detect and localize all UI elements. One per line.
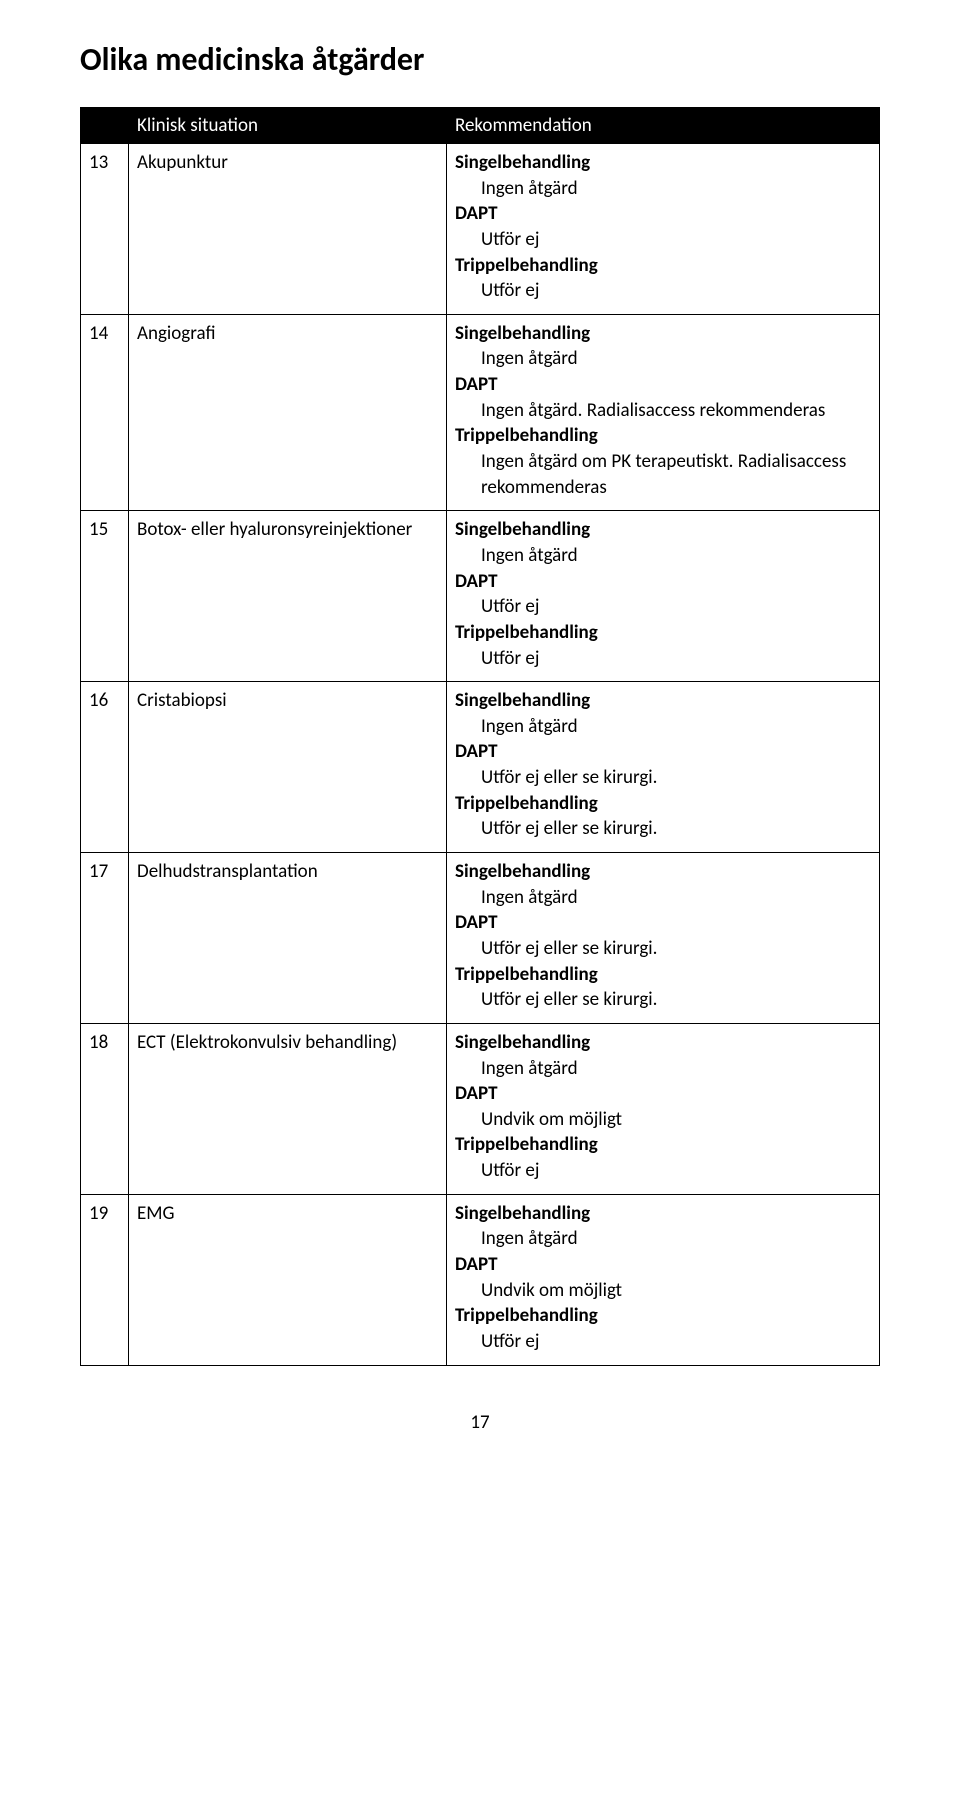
rec-label-single: Singelbehandling bbox=[455, 1030, 871, 1056]
row-situation: ECT (Elektrokonvulsiv behandling) bbox=[129, 1023, 447, 1194]
rec-label-single: Singelbehandling bbox=[455, 150, 871, 176]
rec-value-dapt: Utför ej bbox=[455, 227, 871, 253]
rec-label-triple: Trippelbehandling bbox=[455, 253, 871, 279]
row-situation: Delhudstransplantation bbox=[129, 853, 447, 1024]
row-situation: Cristabiopsi bbox=[129, 682, 447, 853]
rec-label-triple: Trippelbehandling bbox=[455, 620, 871, 646]
col-header-recommendation: Rekommendation bbox=[447, 108, 880, 144]
row-number: 15 bbox=[81, 511, 129, 682]
page-title: Olika medicinska åtgärder bbox=[80, 40, 880, 79]
rec-label-triple: Trippelbehandling bbox=[455, 791, 871, 817]
rec-value-triple: Utför ej bbox=[455, 646, 871, 672]
rec-label-single: Singelbehandling bbox=[455, 1201, 871, 1227]
row-number: 19 bbox=[81, 1194, 129, 1365]
row-number: 14 bbox=[81, 314, 129, 510]
medical-actions-table: Klinisk situation Rekommendation 13Akupu… bbox=[80, 107, 880, 1366]
rec-value-triple: Utför ej bbox=[455, 1329, 871, 1355]
rec-value-dapt: Utför ej bbox=[455, 594, 871, 620]
row-number: 13 bbox=[81, 144, 129, 315]
row-number: 16 bbox=[81, 682, 129, 853]
rec-value-single: Ingen åtgärd bbox=[455, 714, 871, 740]
row-number: 17 bbox=[81, 853, 129, 1024]
rec-value-dapt: Ingen åtgärd. Radialisaccess rekommender… bbox=[455, 398, 871, 424]
rec-label-dapt: DAPT bbox=[455, 201, 871, 227]
row-recommendation: SingelbehandlingIngen åtgärdDAPTUndvik o… bbox=[447, 1194, 880, 1365]
row-recommendation: SingelbehandlingIngen åtgärdDAPTUtför ej… bbox=[447, 682, 880, 853]
rec-label-triple: Trippelbehandling bbox=[455, 423, 871, 449]
rec-label-dapt: DAPT bbox=[455, 569, 871, 595]
rec-label-dapt: DAPT bbox=[455, 739, 871, 765]
rec-label-dapt: DAPT bbox=[455, 1252, 871, 1278]
table-row: 19EMGSingelbehandlingIngen åtgärdDAPTUnd… bbox=[81, 1194, 880, 1365]
rec-value-single: Ingen åtgärd bbox=[455, 1226, 871, 1252]
rec-label-dapt: DAPT bbox=[455, 1081, 871, 1107]
rec-value-single: Ingen åtgärd bbox=[455, 176, 871, 202]
rec-label-triple: Trippelbehandling bbox=[455, 1303, 871, 1329]
rec-value-dapt: Utför ej eller se kirurgi. bbox=[455, 765, 871, 791]
row-recommendation: SingelbehandlingIngen åtgärdDAPTUtför ej… bbox=[447, 144, 880, 315]
rec-label-triple: Trippelbehandling bbox=[455, 1132, 871, 1158]
col-header-situation: Klinisk situation bbox=[129, 108, 447, 144]
rec-value-triple: Utför ej bbox=[455, 278, 871, 304]
rec-value-triple: Utför ej bbox=[455, 1158, 871, 1184]
rec-value-single: Ingen åtgärd bbox=[455, 346, 871, 372]
row-number: 18 bbox=[81, 1023, 129, 1194]
rec-value-single: Ingen åtgärd bbox=[455, 543, 871, 569]
table-row: 13AkupunkturSingelbehandlingIngen åtgärd… bbox=[81, 144, 880, 315]
row-situation: EMG bbox=[129, 1194, 447, 1365]
table-header-row: Klinisk situation Rekommendation bbox=[81, 108, 880, 144]
rec-label-triple: Trippelbehandling bbox=[455, 962, 871, 988]
table-row: 14AngiografiSingelbehandlingIngen åtgärd… bbox=[81, 314, 880, 510]
rec-label-dapt: DAPT bbox=[455, 372, 871, 398]
row-situation: Botox- eller hyaluronsyreinjektioner bbox=[129, 511, 447, 682]
rec-label-single: Singelbehandling bbox=[455, 688, 871, 714]
rec-label-single: Singelbehandling bbox=[455, 321, 871, 347]
row-recommendation: SingelbehandlingIngen åtgärdDAPTIngen åt… bbox=[447, 314, 880, 510]
row-recommendation: SingelbehandlingIngen åtgärdDAPTUndvik o… bbox=[447, 1023, 880, 1194]
col-header-num bbox=[81, 108, 129, 144]
rec-label-dapt: DAPT bbox=[455, 910, 871, 936]
table-row: 15Botox- eller hyaluronsyreinjektionerSi… bbox=[81, 511, 880, 682]
table-row: 18ECT (Elektrokonvulsiv behandling)Singe… bbox=[81, 1023, 880, 1194]
rec-label-single: Singelbehandling bbox=[455, 517, 871, 543]
rec-value-dapt: Undvik om möjligt bbox=[455, 1278, 871, 1304]
rec-value-triple: Ingen åtgärd om PK terapeutiskt. Radiali… bbox=[455, 449, 871, 500]
table-row: 17DelhudstransplantationSingelbehandling… bbox=[81, 853, 880, 1024]
rec-value-dapt: Undvik om möjligt bbox=[455, 1107, 871, 1133]
row-situation: Akupunktur bbox=[129, 144, 447, 315]
rec-value-single: Ingen åtgärd bbox=[455, 885, 871, 911]
row-situation: Angiografi bbox=[129, 314, 447, 510]
table-row: 16CristabiopsiSingelbehandlingIngen åtgä… bbox=[81, 682, 880, 853]
row-recommendation: SingelbehandlingIngen åtgärdDAPTUtför ej… bbox=[447, 511, 880, 682]
rec-value-dapt: Utför ej eller se kirurgi. bbox=[455, 936, 871, 962]
row-recommendation: SingelbehandlingIngen åtgärdDAPTUtför ej… bbox=[447, 853, 880, 1024]
rec-value-triple: Utför ej eller se kirurgi. bbox=[455, 987, 871, 1013]
rec-value-triple: Utför ej eller se kirurgi. bbox=[455, 816, 871, 842]
page-number: 17 bbox=[80, 1411, 880, 1434]
rec-label-single: Singelbehandling bbox=[455, 859, 871, 885]
rec-value-single: Ingen åtgärd bbox=[455, 1056, 871, 1082]
